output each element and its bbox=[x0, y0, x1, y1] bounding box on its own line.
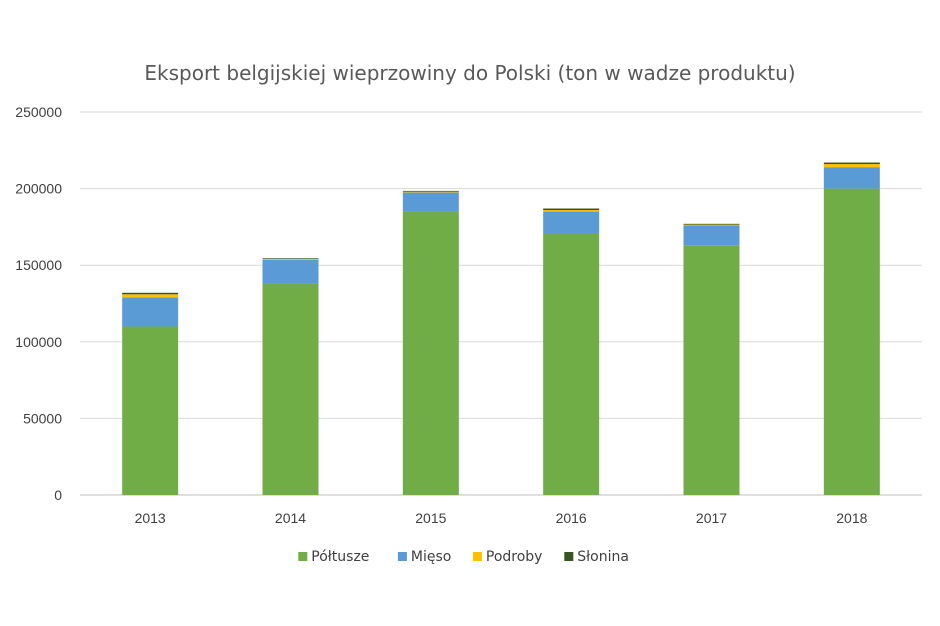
legend-swatch-0 bbox=[298, 552, 308, 561]
legend: Półtusze Mięso Podroby Słonina bbox=[298, 549, 629, 565]
bar-2014-series-0 bbox=[262, 283, 319, 495]
y-tick-label-250000: 250000 bbox=[15, 104, 62, 120]
legend-label-1: Mięso bbox=[411, 549, 451, 565]
bar-2016-series-3 bbox=[543, 208, 600, 211]
bar-2014-series-3 bbox=[262, 258, 319, 260]
y-tick-label-0: 0 bbox=[54, 487, 62, 503]
bar-2017-series-0 bbox=[683, 245, 740, 495]
bar-2017-series-3 bbox=[683, 223, 740, 225]
y-tick-label-150000: 150000 bbox=[15, 257, 62, 273]
bar-2015-series-3 bbox=[402, 190, 459, 192]
bar-2017-series-2 bbox=[683, 224, 740, 226]
bar-2013-series-1 bbox=[122, 297, 179, 327]
bar-2018-series-1 bbox=[823, 167, 880, 189]
x-tick-label-2013: 2013 bbox=[135, 510, 166, 526]
bar-2013-series-0 bbox=[122, 326, 179, 495]
x-tick-label-2016: 2016 bbox=[556, 510, 587, 526]
chart-title: Eksport belgijskiej wieprzowiny do Polsk… bbox=[144, 61, 795, 85]
gridlines bbox=[80, 111, 922, 496]
y-tick-label-200000: 200000 bbox=[15, 181, 62, 197]
x-tick-label-2015: 2015 bbox=[415, 510, 446, 526]
x-tick-label-2017: 2017 bbox=[696, 510, 727, 526]
bar-2014-series-1 bbox=[262, 259, 319, 284]
y-tick-label-100000: 100000 bbox=[15, 334, 62, 350]
bar-2016-series-1 bbox=[543, 211, 600, 234]
y-axis-tick-labels: 0 50000 100000 150000 200000 250000 bbox=[15, 104, 62, 503]
bar-2013-series-2 bbox=[122, 294, 179, 298]
bar-2013-series-3 bbox=[122, 292, 179, 295]
bar-2016-series-2 bbox=[543, 210, 600, 212]
legend-swatch-3 bbox=[564, 552, 574, 561]
legend-label-3: Słonina bbox=[577, 549, 629, 565]
legend-label-0: Półtusze bbox=[311, 549, 369, 565]
legend-swatch-1 bbox=[397, 552, 407, 561]
bar-2018-series-3 bbox=[823, 162, 880, 165]
x-tick-label-2018: 2018 bbox=[836, 510, 867, 526]
bar-2015-series-0 bbox=[402, 211, 459, 495]
bar-2016-series-0 bbox=[543, 233, 600, 495]
bars bbox=[122, 162, 880, 495]
bar-2018-series-0 bbox=[823, 188, 880, 495]
bar-2015-series-2 bbox=[402, 191, 459, 193]
x-tick-label-2014: 2014 bbox=[275, 510, 306, 526]
bar-2018-series-2 bbox=[823, 164, 880, 168]
bar-2015-series-1 bbox=[402, 192, 459, 212]
legend-swatch-2 bbox=[472, 552, 482, 561]
bar-2017-series-1 bbox=[683, 225, 740, 246]
x-axis-tick-labels: 2013 2014 2015 2016 2017 2018 bbox=[135, 510, 868, 526]
legend-label-2: Podroby bbox=[486, 549, 543, 565]
bar-2014-series-2 bbox=[262, 259, 319, 260]
y-tick-label-50000: 50000 bbox=[23, 410, 62, 426]
